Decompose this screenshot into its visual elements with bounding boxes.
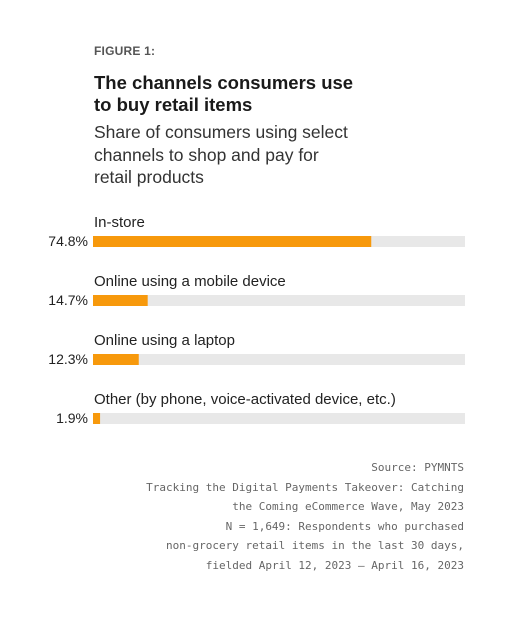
bar-chart: In-store 74.8% Online using a mobile devic… xyxy=(0,205,520,445)
source-line: Tracking the Digital Payments Takeover: … xyxy=(64,478,464,498)
bar-online-using-a-laptop xyxy=(93,354,139,365)
source-note: Source: PYMNTS Tracking the Digital Paym… xyxy=(64,458,464,575)
chart-subtitle-line-2: channels to shop and pay for xyxy=(94,144,434,167)
source-line: N = 1,649: Respondents who purchased xyxy=(64,517,464,537)
chart-subtitle: Share of consumers using select channels… xyxy=(94,121,434,189)
chart-subtitle-line-1: Share of consumers using select xyxy=(94,121,434,144)
chart-title-line-1: The channels consumers use xyxy=(94,72,424,94)
category-label-in-store: In-store xyxy=(94,214,145,231)
chart-title: The channels consumers use to buy retail… xyxy=(94,72,424,116)
figure-label: FIGURE 1: xyxy=(94,44,155,58)
value-label-other-by-phone-voice-activated-device-etc: 1.9% xyxy=(56,410,88,426)
bar-other-by-phone-voice-activated-device-etc xyxy=(93,413,100,424)
chart-subtitle-line-3: retail products xyxy=(94,166,434,189)
bar-track-online-using-a-laptop xyxy=(93,354,465,365)
category-label-other-by-phone-voice-activated-device-etc: Other (by phone, voice-activated device,… xyxy=(94,391,396,408)
chart-title-line-2: to buy retail items xyxy=(94,94,424,116)
source-line: Source: PYMNTS xyxy=(64,458,464,478)
source-line: fielded April 12, 2023 – April 16, 2023 xyxy=(64,556,464,576)
source-line: the Coming eCommerce Wave, May 2023 xyxy=(64,497,464,517)
value-label-in-store: 74.8% xyxy=(48,233,88,249)
value-label-online-using-a-mobile-device: 14.7% xyxy=(48,292,88,308)
bar-track-other-by-phone-voice-activated-device-etc xyxy=(93,413,465,424)
category-label-online-using-a-laptop: Online using a laptop xyxy=(94,332,235,349)
bar-in-store xyxy=(93,236,371,247)
bar-track-online-using-a-mobile-device xyxy=(93,295,465,306)
source-line: non-grocery retail items in the last 30 … xyxy=(64,536,464,556)
value-label-online-using-a-laptop: 12.3% xyxy=(48,351,88,367)
bar-online-using-a-mobile-device xyxy=(93,295,148,306)
category-label-online-using-a-mobile-device: Online using a mobile device xyxy=(94,273,286,290)
